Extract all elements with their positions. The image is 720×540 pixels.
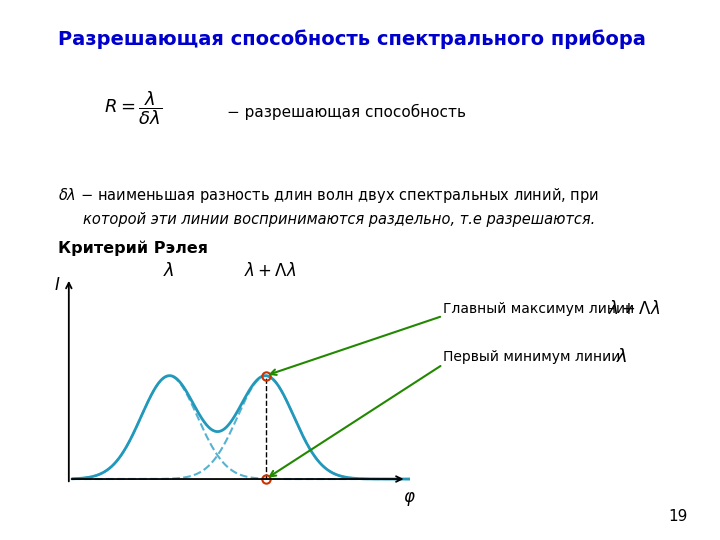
- Text: 19: 19: [668, 509, 688, 524]
- Text: $\lambda$: $\lambda$: [163, 262, 175, 280]
- Text: I: I: [54, 276, 59, 294]
- Text: Разрешающая способность спектрального прибора: Разрешающая способность спектрального пр…: [58, 30, 645, 49]
- Text: Первый минимум линии: Первый минимум линии: [443, 350, 620, 365]
- Text: Критерий Рэлея: Критерий Рэлея: [58, 240, 207, 256]
- Text: $R = \dfrac{\lambda}{\delta\lambda}$: $R = \dfrac{\lambda}{\delta\lambda}$: [104, 90, 162, 127]
- Text: $\lambda$: $\lambda$: [616, 348, 627, 367]
- Text: $\lambda + \Lambda\lambda$: $\lambda + \Lambda\lambda$: [243, 262, 296, 280]
- Text: Главный максимум линии: Главный максимум линии: [443, 302, 634, 316]
- Text: $\delta\lambda$ − наименьшая разность длин волн двух спектральных линий, при: $\delta\lambda$ − наименьшая разность дл…: [58, 186, 598, 205]
- Text: которой эти линии воспринимаются раздельно, т.е разрешаются.: которой эти линии воспринимаются раздель…: [83, 212, 595, 227]
- Text: − разрешающая способность: − разрешающая способность: [227, 104, 466, 120]
- Text: φ: φ: [403, 488, 414, 507]
- Text: $\lambda + \Lambda\lambda$: $\lambda + \Lambda\lambda$: [608, 300, 661, 318]
